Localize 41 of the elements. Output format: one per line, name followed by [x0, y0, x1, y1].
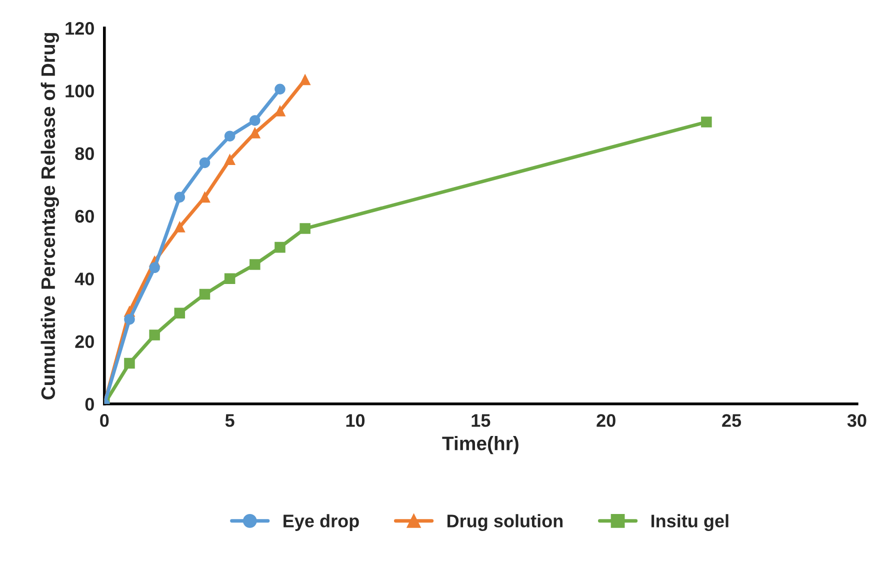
y-tick-label: 80 [75, 147, 94, 160]
point [199, 157, 210, 168]
y-tick-label: 120 [66, 22, 94, 35]
x-tick-label: 20 [596, 414, 616, 427]
point [174, 222, 186, 232]
x-tick-label: 10 [346, 414, 365, 427]
point [199, 192, 210, 203]
x-axis-title: Time(hr) [442, 436, 518, 454]
point [124, 358, 135, 369]
legend-label: Eye drop [284, 514, 359, 531]
point [149, 262, 160, 274]
legend-label: Insitu gel [652, 514, 728, 532]
point [274, 84, 286, 95]
y-tick-label: 60 [75, 210, 94, 223]
point [174, 192, 186, 203]
x-tick-label: 0 [100, 414, 109, 427]
point [124, 314, 135, 325]
point [174, 308, 186, 318]
y-tick-label: 20 [75, 335, 94, 348]
point [250, 128, 260, 138]
point [274, 106, 286, 116]
point [199, 288, 210, 300]
point [300, 74, 310, 86]
legend-label: Drug solution [448, 514, 563, 532]
point [224, 154, 236, 165]
x-tick-label: 15 [472, 414, 490, 427]
point [701, 116, 712, 128]
point [300, 223, 310, 234]
point [224, 273, 236, 284]
y-tick-label: 0 [85, 398, 94, 411]
x-tick-label: 30 [847, 414, 866, 427]
y-tick-label: 40 [74, 272, 94, 286]
point [274, 242, 286, 253]
point [250, 115, 260, 126]
x-tick-label: 25 [722, 414, 742, 427]
point [250, 259, 260, 270]
x-tick-label: 5 [225, 414, 234, 427]
y-axis-title: Cumulative Percentage Release of Drug [40, 33, 59, 400]
point [149, 330, 160, 340]
point [224, 130, 236, 142]
y-tick-label: 100 [66, 84, 94, 98]
